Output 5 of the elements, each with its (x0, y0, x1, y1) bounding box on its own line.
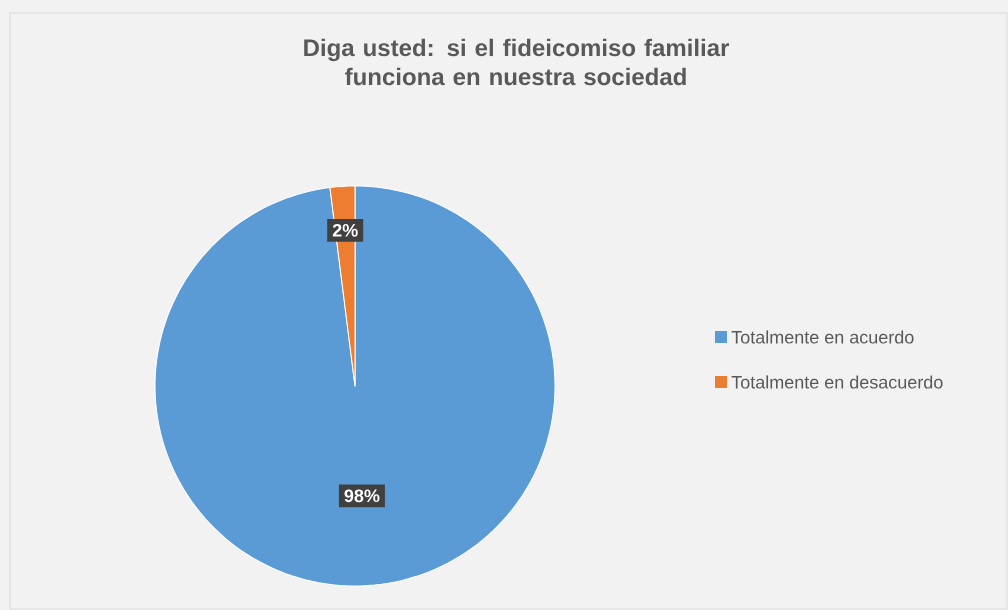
legend-label: Totalmente en acuerdo (731, 330, 914, 344)
data-label: 98% (344, 489, 380, 503)
legend-label: Totalmente en desacuerdo (731, 375, 943, 389)
chart-title: Diga usted: si el fideicomiso familiar funciona en nuestra sociedad (304, 38, 730, 86)
data-label: 2% (332, 223, 358, 237)
